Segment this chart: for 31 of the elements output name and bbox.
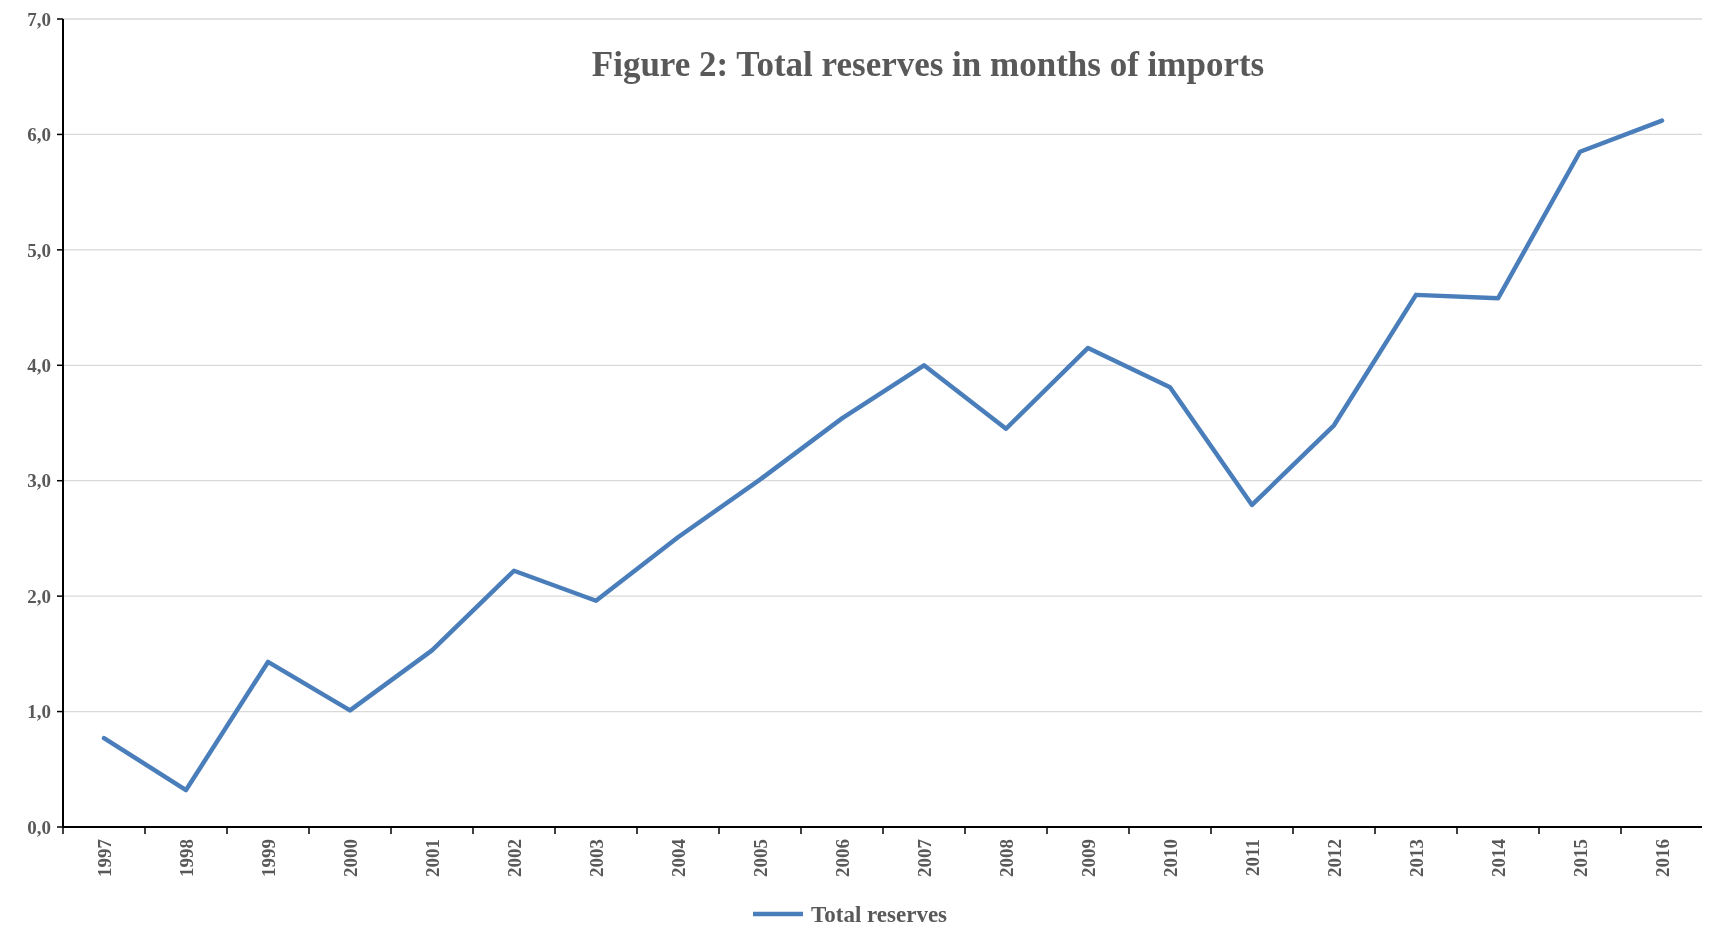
y-tick-label: 5,0 xyxy=(27,239,51,261)
x-tick-label: 2014 xyxy=(1487,838,1509,877)
x-tick-label: 2015 xyxy=(1569,839,1591,877)
x-tick-label: 2006 xyxy=(831,839,853,877)
x-tick-label: 2000 xyxy=(339,839,361,877)
x-tick-label: 2007 xyxy=(913,838,935,877)
x-tick-label: 2016 xyxy=(1651,839,1673,877)
x-tick-label: 2003 xyxy=(585,839,607,877)
y-tick-label: 1,0 xyxy=(27,701,51,723)
x-tick-label: 2012 xyxy=(1323,839,1345,877)
x-tick-label: 1997 xyxy=(93,838,115,877)
legend-label: Total reserves xyxy=(811,902,948,928)
x-tick-label: 2001 xyxy=(421,839,443,877)
text: Figure 2: Total reserves in months of imports xyxy=(591,45,1265,84)
y-tick-label: 4,0 xyxy=(27,354,51,376)
x-tick-label: 2011 xyxy=(1241,839,1263,876)
y-tick-label: 0,0 xyxy=(27,816,51,838)
x-tick-label: 2005 xyxy=(749,839,771,877)
x-tick-label: 2004 xyxy=(667,838,689,877)
x-tick-label: 1999 xyxy=(257,839,279,877)
x-tick-label: 2013 xyxy=(1405,839,1427,877)
y-tick-label: 6,0 xyxy=(27,124,51,146)
y-tick-label: 3,0 xyxy=(27,470,51,492)
x-tick-label: 2008 xyxy=(995,839,1017,877)
x-tick-label: 2009 xyxy=(1077,839,1099,877)
x-tick-label: 2002 xyxy=(503,839,525,877)
x-tick-label: 2010 xyxy=(1159,839,1181,877)
y-tick-label: 7,0 xyxy=(27,8,51,30)
line-series xyxy=(101,118,1665,793)
x-tick-label: 1998 xyxy=(175,839,197,877)
y-tick-label: 2,0 xyxy=(27,585,51,607)
